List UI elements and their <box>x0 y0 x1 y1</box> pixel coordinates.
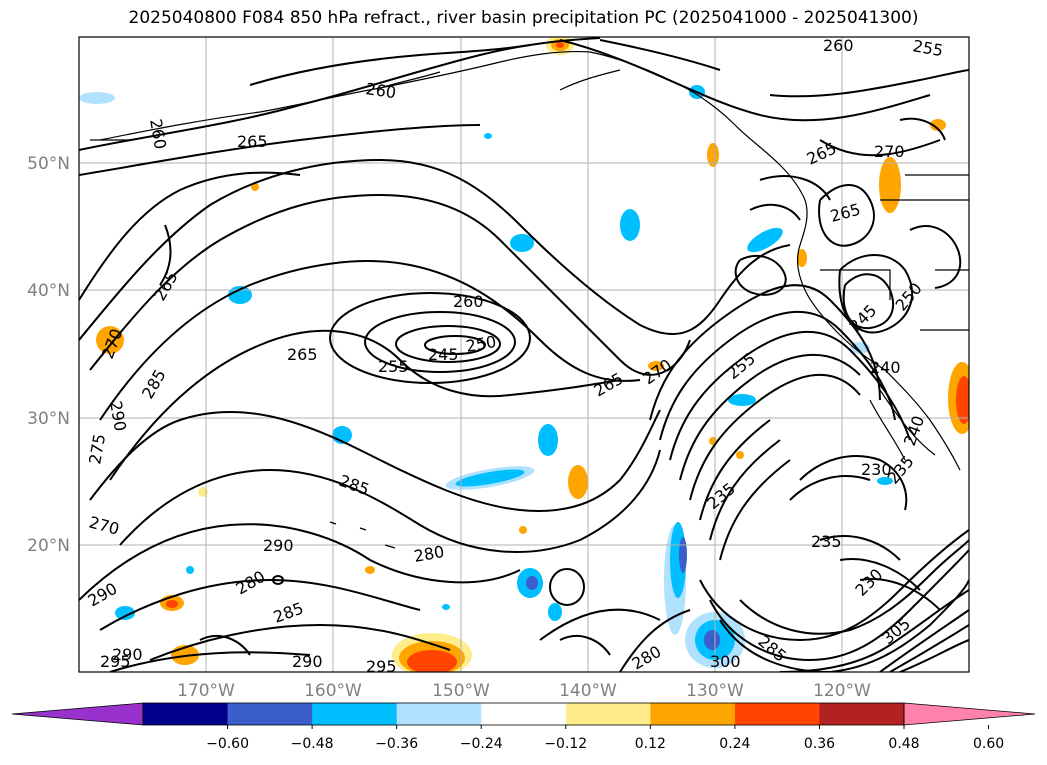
colorbar-tick-label: 0.24 <box>719 736 750 752</box>
lat-label: 50°N <box>27 154 70 174</box>
latitude-axis: 50°N 40°N 30°N 20°N <box>27 154 70 556</box>
colorbar-tick-label: 0.60 <box>973 736 1004 752</box>
colorbar-bin <box>143 703 229 725</box>
contour-label: 255 <box>911 36 944 60</box>
contour-label: 255 <box>378 357 409 376</box>
colorbar-bin <box>396 703 482 725</box>
colorbar-bin <box>819 703 905 725</box>
contour-label: 290 <box>112 645 143 664</box>
contour-label: 240 <box>870 358 901 377</box>
contour-label: 245 <box>428 345 459 364</box>
graticule <box>79 37 969 672</box>
colorbar-tick-label: −0.24 <box>460 736 503 752</box>
lat-label: 20°N <box>27 536 70 556</box>
lon-label: 140°W <box>559 681 617 701</box>
map-title: 2025040800 F084 850 hPa refract., river … <box>128 8 919 28</box>
contour-label: 290 <box>263 536 294 555</box>
colorbar-bin <box>734 703 820 725</box>
contour-label: 260 <box>453 292 484 311</box>
contour-label: 270 <box>874 142 905 161</box>
contour-label: 235 <box>811 532 842 551</box>
lon-label: 150°W <box>432 681 490 701</box>
contour-label: 230 <box>861 460 892 479</box>
colorbar-bin <box>650 703 736 725</box>
map-frame <box>78 36 970 673</box>
colorbar-tick-label: −0.12 <box>544 736 587 752</box>
contour-label: 295 <box>366 657 397 676</box>
contour-label: 265 <box>237 132 268 151</box>
precip-shading <box>79 37 969 672</box>
colorbar-bin <box>565 703 651 725</box>
colorbar-tick-label: −0.48 <box>291 736 334 752</box>
longitude-axis: 170°W 160°W 150°W 140°W 130°W 120°W <box>177 681 871 701</box>
contour-label: 260 <box>364 79 397 102</box>
colorbar-extend-high <box>903 702 1036 726</box>
contour-label: 295 <box>100 652 131 671</box>
contour-label: 260 <box>823 36 854 55</box>
colorbar-tick-label: −0.36 <box>375 736 418 752</box>
lon-label: 130°W <box>686 681 744 701</box>
colorbar: −0.60 −0.48 −0.36 −0.24 −0.12 0.12 0.24 0.36 0.4… <box>11 702 1036 752</box>
colorbar-bin <box>481 703 567 725</box>
contour-label: 290 <box>292 652 323 671</box>
colorbar-tick-label: 0.48 <box>888 736 919 752</box>
colorbar-bin <box>312 703 398 725</box>
colorbar-extend-low <box>11 702 144 726</box>
lat-label: 40°N <box>27 281 70 301</box>
lon-label: 170°W <box>177 681 235 701</box>
contour-label: 300 <box>710 652 741 671</box>
lon-label: 120°W <box>813 681 871 701</box>
lat-label: 30°N <box>27 409 70 429</box>
lon-label: 160°W <box>304 681 362 701</box>
colorbar-bin <box>227 703 313 725</box>
colorbar-tick-label: 0.36 <box>804 736 835 752</box>
refractivity-contours <box>79 37 969 672</box>
colorbar-outline <box>142 702 905 726</box>
colorbar-tick-label: −0.60 <box>206 736 249 752</box>
colorbar-tick-label: 0.12 <box>635 736 666 752</box>
contour-label: 265 <box>287 345 318 364</box>
